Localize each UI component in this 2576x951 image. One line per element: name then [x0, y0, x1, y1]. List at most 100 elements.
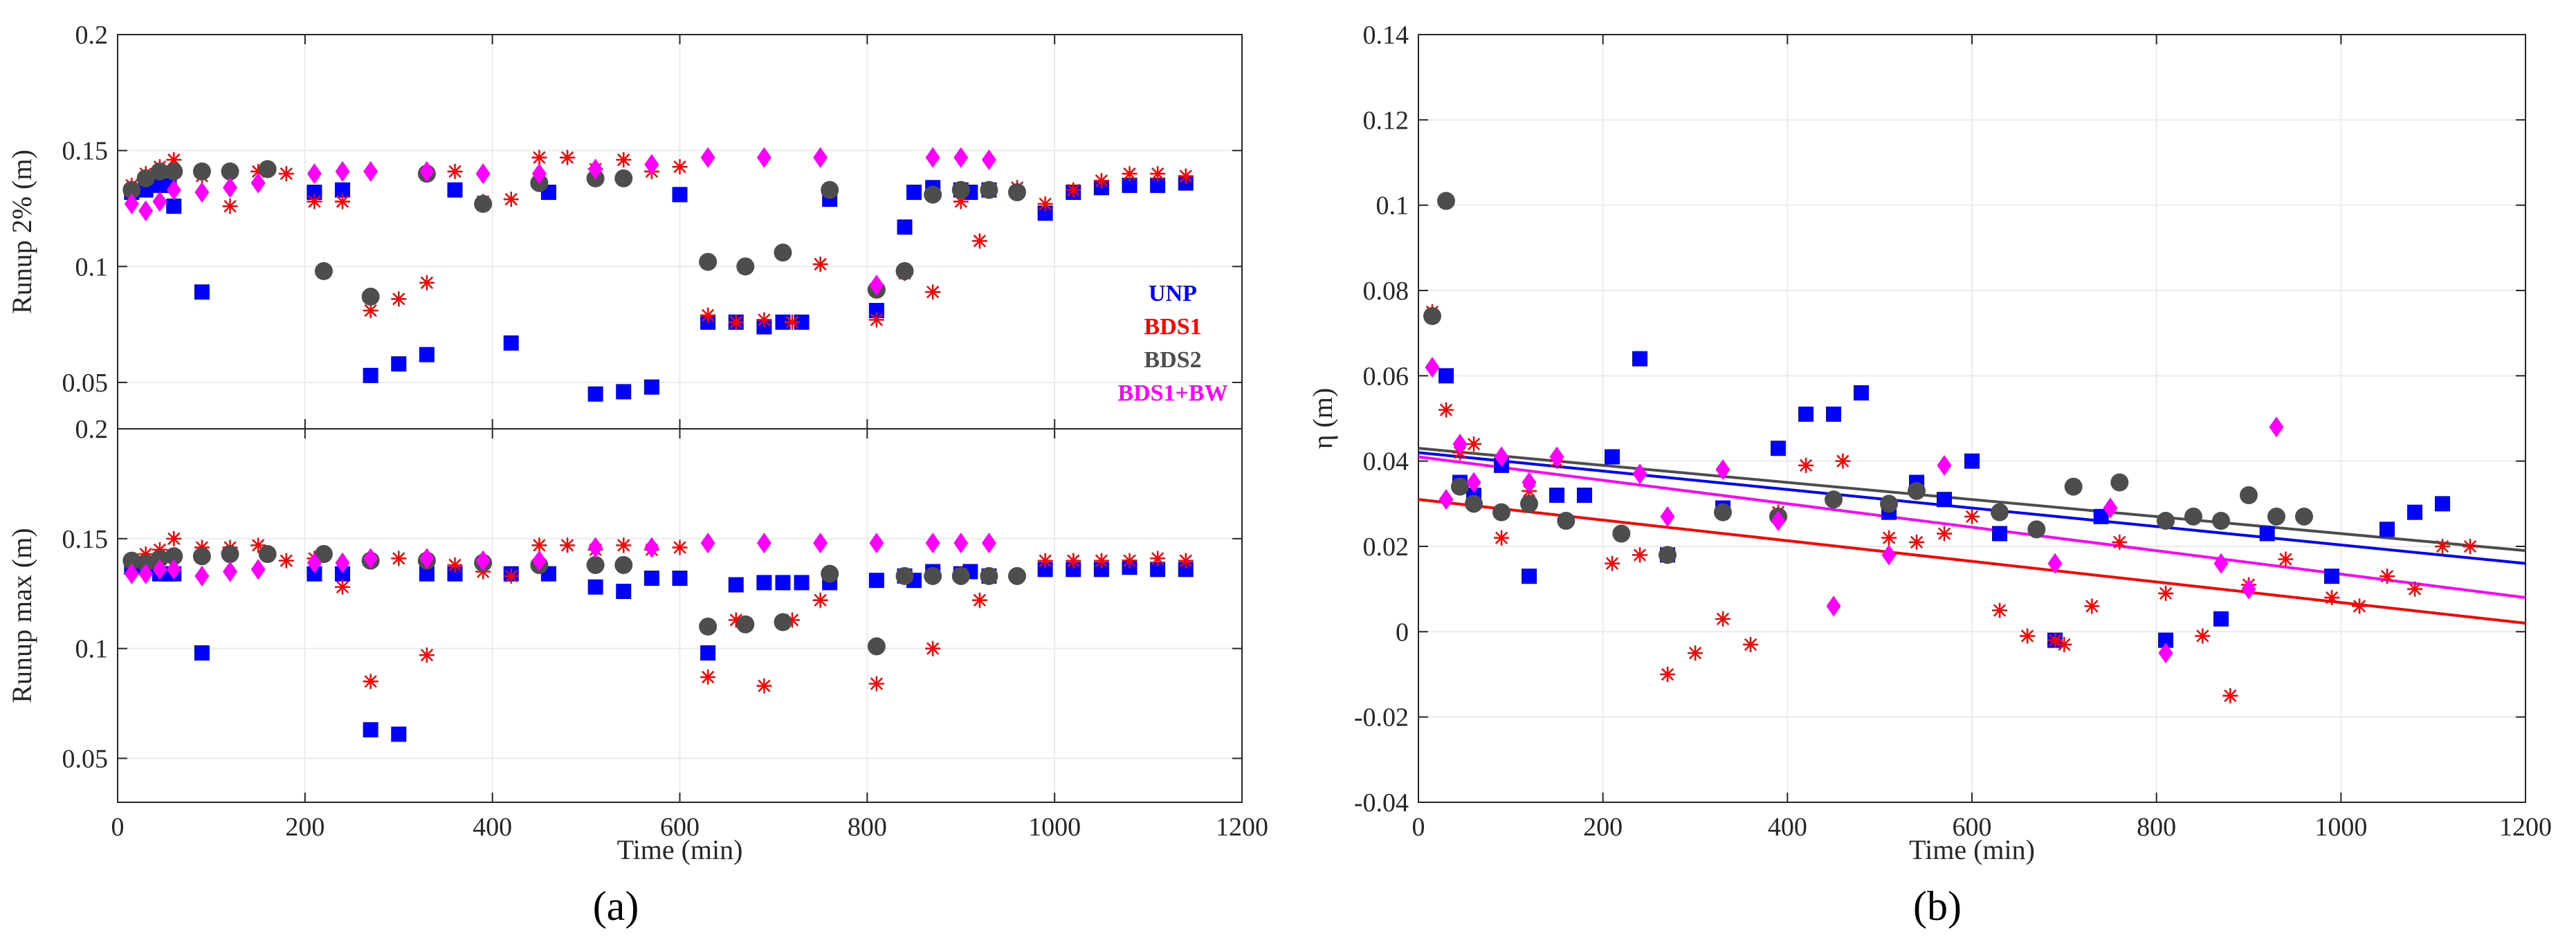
point-bds1-bw [588, 537, 603, 558]
point-unp [616, 384, 632, 400]
point-bds1-bw [1549, 446, 1564, 468]
point-bds1 [1122, 553, 1138, 569]
point-bds1-bw [2213, 553, 2229, 574]
x-tick-label: 0 [1412, 813, 1425, 842]
point-unp [307, 185, 322, 200]
point-bds2 [221, 545, 239, 564]
point-unp [391, 356, 407, 372]
legend: UNP BDS1 BDS2 BDS1+BW [1117, 281, 1227, 406]
point-bds1-bw [152, 559, 167, 580]
point-bds2 [361, 287, 380, 306]
series-bds1 [124, 530, 1194, 694]
point-unp [1150, 177, 1166, 193]
point-bds2 [1612, 524, 1631, 543]
point-bds1 [1150, 551, 1166, 566]
point-bds1 [1992, 602, 2007, 618]
point-bds1-bw [1452, 434, 1468, 454]
series-unp [124, 175, 1194, 402]
x-tick-label: 200 [285, 813, 325, 842]
x-tick-label: 400 [1768, 813, 1807, 842]
series-bds2 [1423, 192, 2313, 564]
point-bds1 [503, 192, 519, 207]
point-bds1-bw [194, 182, 210, 203]
point-unp [1522, 569, 1537, 584]
series-bds1 [124, 149, 1194, 330]
x-tick-label: 1200 [1216, 813, 1268, 842]
point-unp [906, 185, 922, 200]
point-bds2 [614, 555, 633, 574]
point-bds1 [2435, 539, 2450, 554]
point-bds1 [2379, 569, 2395, 584]
series-bds1 [1425, 304, 2478, 703]
point-bds1-bw [588, 158, 603, 180]
series-bds1-bw [1425, 357, 2284, 664]
y-tick-label: 0.04 [1363, 447, 1409, 477]
point-bds2 [1659, 546, 1677, 564]
point-bds1-bw [869, 275, 884, 296]
point-bds2 [586, 555, 605, 574]
point-bds1-bw [1425, 357, 1440, 378]
point-unp [363, 367, 378, 383]
point-bds1-bw [953, 147, 969, 168]
point-bds1 [700, 307, 716, 323]
point-unp [419, 347, 435, 362]
x-tick-label: 1200 [2499, 813, 2552, 842]
point-bds1 [2056, 636, 2072, 652]
legend-entry-bds1-bw: BDS1+BW [1117, 380, 1227, 406]
point-unp [307, 566, 322, 582]
point-bds1 [812, 256, 828, 272]
point-bds2 [1465, 495, 1483, 513]
trendline-bds1-fit [1418, 498, 2526, 625]
point-unp [1605, 449, 1620, 465]
point-unp [756, 575, 772, 591]
point-unp [2435, 496, 2450, 512]
point-bds1-bw [166, 179, 181, 201]
point-bds1-bw [644, 154, 659, 175]
point-bds1 [672, 159, 688, 175]
point-bds1-bw [124, 193, 139, 214]
point-unp [587, 579, 603, 595]
trendline-bds2-fit [1418, 447, 2526, 553]
point-bds1 [1632, 547, 1647, 563]
point-bds2 [122, 551, 141, 570]
panel-label-a: (a) [593, 883, 639, 929]
point-bds2 [980, 566, 998, 585]
point-bds1 [756, 312, 772, 328]
point-bds2 [736, 257, 755, 276]
point-bds1 [1494, 530, 1509, 546]
point-unp [1577, 488, 1592, 503]
point-bds2 [165, 547, 183, 566]
x-tick-label: 400 [473, 813, 512, 842]
x-tick-label: 0 [111, 813, 125, 842]
point-unp [2093, 508, 2109, 524]
point-bds1-bw [223, 177, 237, 198]
point-bds2 [221, 162, 239, 181]
point-bds1-bw [2269, 416, 2284, 438]
x-axis-label: Time (min) [1909, 834, 2035, 865]
point-bds2 [2267, 507, 2285, 526]
point-unp [616, 584, 632, 600]
point-bds1-bw [419, 548, 435, 569]
point-unp [1037, 205, 1053, 221]
point-bds1-bw [531, 550, 547, 571]
point-bds2 [980, 181, 998, 199]
point-bds1 [560, 537, 575, 553]
point-unp [794, 314, 810, 330]
point-unp [1632, 351, 1647, 367]
point-bds1 [307, 194, 322, 210]
y-tick-label: 0.1 [1376, 192, 1409, 221]
point-bds1-bw [925, 533, 940, 554]
point-bds1 [503, 568, 519, 584]
point-bds1-bw [2241, 578, 2256, 600]
point-bds1 [2084, 598, 2100, 614]
point-unp [643, 571, 659, 586]
point-bds2 [150, 549, 169, 568]
point-bds1 [812, 592, 828, 608]
point-unp [2379, 521, 2395, 537]
point-bds2 [314, 545, 333, 564]
point-unp [1826, 406, 1841, 422]
point-bds1-bw [531, 163, 547, 185]
point-bds1-bw [813, 533, 828, 554]
point-unp [1937, 492, 1952, 508]
point-bds2 [474, 194, 493, 213]
